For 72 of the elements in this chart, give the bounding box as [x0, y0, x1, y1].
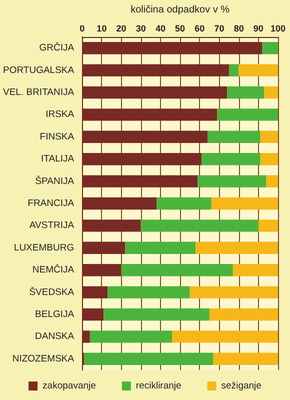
- bar: [238, 64, 278, 76]
- y-tick-label: DANSKA: [35, 331, 75, 342]
- bar: [108, 286, 190, 298]
- x-tick-label: 20: [116, 24, 126, 34]
- legend-label: zakopavanje: [42, 380, 96, 392]
- y-tick-label: FRANCIJA: [28, 198, 75, 209]
- x-tick-label: 50: [175, 24, 186, 34]
- bar: [84, 352, 214, 366]
- bar: [260, 130, 278, 144]
- bar: [104, 308, 210, 321]
- bar: [82, 86, 228, 99]
- y-tick-label: BELGIJA: [35, 309, 75, 320]
- y-tick-label: FINSKA: [40, 131, 75, 142]
- bar: [82, 42, 262, 54]
- x-tick-label: 70: [214, 24, 224, 34]
- bar: [125, 242, 196, 254]
- bar: [172, 330, 278, 343]
- bar: [140, 220, 258, 232]
- bar: [82, 220, 141, 232]
- bar: [82, 152, 202, 166]
- y-tick-label: NEMČIJA: [32, 264, 75, 276]
- y-tick-label: GRČIJA: [39, 42, 75, 54]
- y-tick-label: IRSKA: [46, 109, 75, 120]
- bar: [227, 86, 264, 99]
- bar: [82, 286, 108, 298]
- bar: [82, 197, 157, 210]
- legend-label: sežiganje: [221, 380, 262, 392]
- bar: [209, 308, 278, 321]
- bar: [198, 175, 266, 188]
- bar: [82, 130, 208, 144]
- y-tick-label: LUXEMBURG: [14, 242, 74, 254]
- bar: [82, 308, 104, 321]
- x-tick-label: 0: [80, 24, 85, 34]
- bar: [217, 108, 278, 121]
- bar: [262, 42, 278, 54]
- bar: [196, 242, 278, 254]
- bar: [190, 286, 278, 298]
- y-tick-label: PORTUGALSKA: [2, 64, 75, 76]
- bar: [258, 220, 278, 232]
- bar: [90, 330, 172, 343]
- bar: [156, 197, 212, 210]
- x-axis-title: količina odpadkov v %: [130, 4, 230, 16]
- x-tick-label: 90: [253, 24, 264, 34]
- x-tick-label: 40: [155, 24, 166, 34]
- y-tick-label: ŠPANIJA: [35, 174, 75, 187]
- x-tick-label: 30: [136, 24, 146, 34]
- bar: [264, 86, 278, 99]
- bar: [211, 197, 278, 210]
- y-tick-label: NIZOZEMSKA: [12, 353, 75, 364]
- bar: [229, 64, 239, 76]
- bar: [82, 108, 218, 121]
- y-tick-label: VEL. BRITANIJA: [3, 87, 75, 98]
- bar: [121, 264, 233, 276]
- bar: [82, 330, 90, 343]
- bar: [213, 352, 278, 366]
- x-tick-label: 80: [234, 24, 244, 34]
- bar: [82, 242, 126, 254]
- y-tick-label: AVSTRIJA: [29, 220, 75, 232]
- bar: [82, 64, 230, 76]
- bar: [232, 264, 278, 276]
- y-tick-label: ŠVEDSKA: [29, 286, 75, 298]
- bar: [202, 152, 260, 166]
- x-tick-label: 10: [96, 24, 107, 34]
- bar: [207, 130, 260, 144]
- x-tick-label: 60: [194, 24, 205, 34]
- bar: [260, 152, 278, 166]
- x-tick-label: 100: [270, 24, 286, 34]
- bar: [82, 264, 122, 276]
- legend-label: recikliranje: [136, 380, 182, 392]
- y-tick-label: ITALIJA: [41, 154, 75, 165]
- bar: [266, 175, 278, 188]
- bar: [82, 175, 198, 188]
